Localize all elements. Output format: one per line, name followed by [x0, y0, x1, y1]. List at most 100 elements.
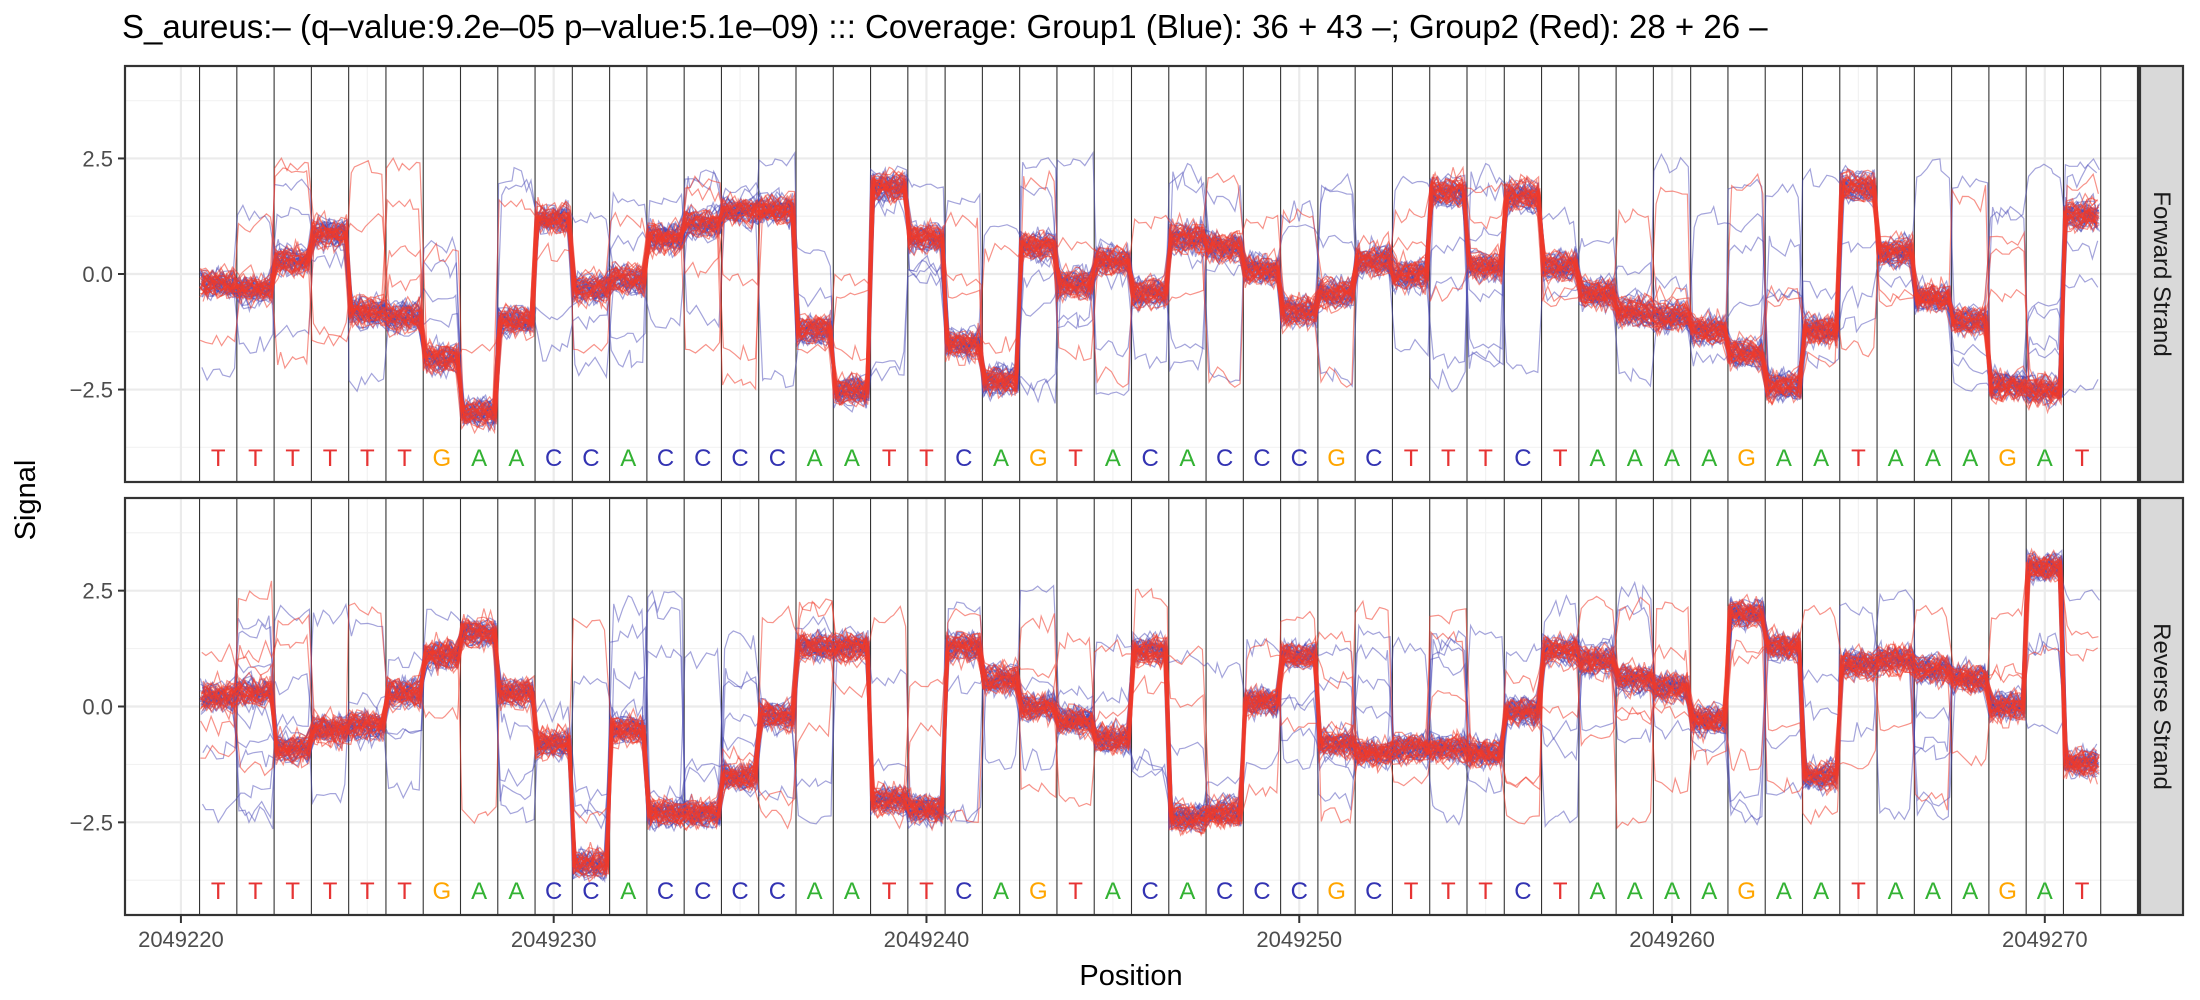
chart-title: S_aureus:– (q–value:9.2e–05 p–value:5.1e…	[122, 8, 1768, 45]
y-tick-label: 0.0	[82, 262, 113, 287]
base-label: G	[1327, 445, 1346, 472]
base-label: T	[1478, 878, 1493, 905]
base-label: A	[471, 878, 487, 905]
read-trace	[203, 159, 2097, 422]
base-label: T	[211, 445, 226, 472]
base-label: A	[1627, 878, 1643, 905]
base-label: T	[1478, 445, 1493, 472]
base-label: A	[807, 445, 823, 472]
base-label: A	[1627, 445, 1643, 472]
base-label: C	[1253, 878, 1270, 905]
base-label: G	[433, 445, 452, 472]
base-label: A	[1925, 445, 1941, 472]
base-label: A	[1701, 445, 1717, 472]
base-label: C	[1216, 878, 1233, 905]
base-label: C	[1253, 445, 1270, 472]
series-group2	[199, 156, 2100, 435]
base-label: C	[1365, 445, 1382, 472]
x-axis-title: Position	[1079, 960, 1182, 992]
base-label: G	[1737, 445, 1756, 472]
base-label: C	[1216, 445, 1233, 472]
base-label: T	[1553, 878, 1568, 905]
base-label: C	[1141, 445, 1158, 472]
base-label: A	[844, 445, 860, 472]
base-label: T	[919, 445, 934, 472]
base-label: C	[1365, 878, 1382, 905]
base-label: A	[2037, 878, 2053, 905]
base-label: A	[1925, 878, 1941, 905]
base-label: A	[508, 878, 524, 905]
read-trace	[200, 179, 2100, 429]
base-label: C	[1141, 878, 1158, 905]
base-label: A	[2037, 445, 2053, 472]
base-label: T	[397, 445, 412, 472]
base-label: C	[657, 445, 674, 472]
read-trace	[199, 172, 2099, 418]
base-label: T	[323, 445, 338, 472]
base-label: T	[882, 445, 897, 472]
base-label: A	[1179, 878, 1195, 905]
base-label: T	[248, 878, 263, 905]
read-trace	[202, 547, 2099, 867]
base-label: G	[1737, 878, 1756, 905]
base-label: C	[657, 878, 674, 905]
base-label: G	[433, 878, 452, 905]
y-axis-title: Signal	[10, 460, 42, 541]
strip-label: Reverse Strand	[2148, 623, 2175, 790]
base-label: C	[769, 445, 786, 472]
x-tick-label: 2049240	[884, 927, 970, 952]
base-label: T	[1404, 445, 1419, 472]
base-label: C	[694, 878, 711, 905]
y-tick-label: −2.5	[70, 810, 113, 835]
base-label: T	[1441, 445, 1456, 472]
base-label: G	[1029, 878, 1048, 905]
base-label: C	[582, 445, 599, 472]
base-label: T	[1404, 878, 1419, 905]
base-label: A	[1962, 445, 1978, 472]
base-label: A	[1776, 445, 1792, 472]
base-label: A	[1701, 878, 1717, 905]
base-label: C	[582, 878, 599, 905]
base-label: T	[211, 878, 226, 905]
base-label: C	[1514, 445, 1531, 472]
base-label: A	[1589, 445, 1605, 472]
base-label: T	[2075, 445, 2090, 472]
base-label: C	[955, 445, 972, 472]
base-label: G	[1998, 445, 2017, 472]
y-tick-label: 2.5	[82, 579, 113, 604]
read-trace	[200, 173, 2100, 421]
base-label: A	[1105, 445, 1121, 472]
x-tick-label: 2049230	[511, 927, 597, 952]
base-label: T	[1441, 878, 1456, 905]
base-label: A	[620, 878, 636, 905]
y-tick-label: 2.5	[82, 146, 113, 171]
base-label: A	[1813, 878, 1829, 905]
strip-label: Forward Strand	[2148, 191, 2175, 356]
base-label: A	[844, 878, 860, 905]
x-tick-label: 2049270	[2002, 927, 2088, 952]
base-label: T	[1851, 445, 1866, 472]
base-label: A	[1664, 878, 1680, 905]
base-label: T	[285, 878, 300, 905]
base-label: C	[545, 878, 562, 905]
base-label: A	[807, 878, 823, 905]
base-label: T	[882, 878, 897, 905]
base-label: C	[694, 445, 711, 472]
base-label: A	[1105, 878, 1121, 905]
base-label: A	[620, 445, 636, 472]
base-label: G	[1327, 878, 1346, 905]
x-tick-label: 2049220	[138, 927, 224, 952]
base-label: A	[1776, 878, 1792, 905]
base-label: T	[360, 445, 375, 472]
y-tick-label: −2.5	[70, 378, 113, 403]
base-label: T	[248, 445, 263, 472]
base-label: T	[323, 878, 338, 905]
base-label: A	[1589, 878, 1605, 905]
base-label: G	[1998, 878, 2017, 905]
y-tick-label: 0.0	[82, 695, 113, 720]
base-label: C	[1514, 878, 1531, 905]
read-trace	[200, 556, 2099, 869]
